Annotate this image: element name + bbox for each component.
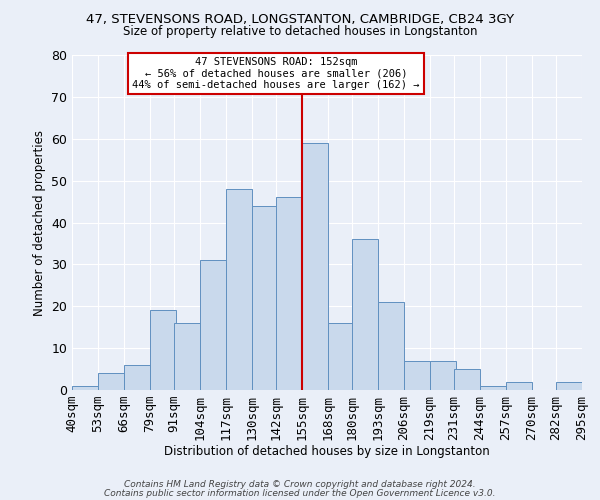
Text: Contains public sector information licensed under the Open Government Licence v3: Contains public sector information licen… bbox=[104, 488, 496, 498]
Bar bbox=[430, 360, 456, 390]
Bar bbox=[328, 323, 354, 390]
Bar bbox=[302, 143, 328, 390]
Bar bbox=[72, 386, 98, 390]
Bar bbox=[174, 323, 200, 390]
Bar bbox=[480, 386, 506, 390]
Text: 47, STEVENSONS ROAD, LONGSTANTON, CAMBRIDGE, CB24 3GY: 47, STEVENSONS ROAD, LONGSTANTON, CAMBRI… bbox=[86, 12, 514, 26]
Bar bbox=[226, 189, 252, 390]
Bar bbox=[150, 310, 176, 390]
Bar bbox=[276, 198, 302, 390]
Bar bbox=[454, 369, 480, 390]
Bar bbox=[98, 373, 124, 390]
Bar bbox=[252, 206, 278, 390]
X-axis label: Distribution of detached houses by size in Longstanton: Distribution of detached houses by size … bbox=[164, 446, 490, 458]
Bar bbox=[200, 260, 226, 390]
Bar bbox=[404, 360, 430, 390]
Bar bbox=[352, 240, 378, 390]
Y-axis label: Number of detached properties: Number of detached properties bbox=[32, 130, 46, 316]
Bar bbox=[124, 365, 150, 390]
Text: Size of property relative to detached houses in Longstanton: Size of property relative to detached ho… bbox=[123, 25, 477, 38]
Bar bbox=[378, 302, 404, 390]
Text: 47 STEVENSONS ROAD: 152sqm
← 56% of detached houses are smaller (206)
44% of sem: 47 STEVENSONS ROAD: 152sqm ← 56% of deta… bbox=[132, 57, 420, 90]
Text: Contains HM Land Registry data © Crown copyright and database right 2024.: Contains HM Land Registry data © Crown c… bbox=[124, 480, 476, 489]
Bar bbox=[556, 382, 582, 390]
Bar bbox=[506, 382, 532, 390]
